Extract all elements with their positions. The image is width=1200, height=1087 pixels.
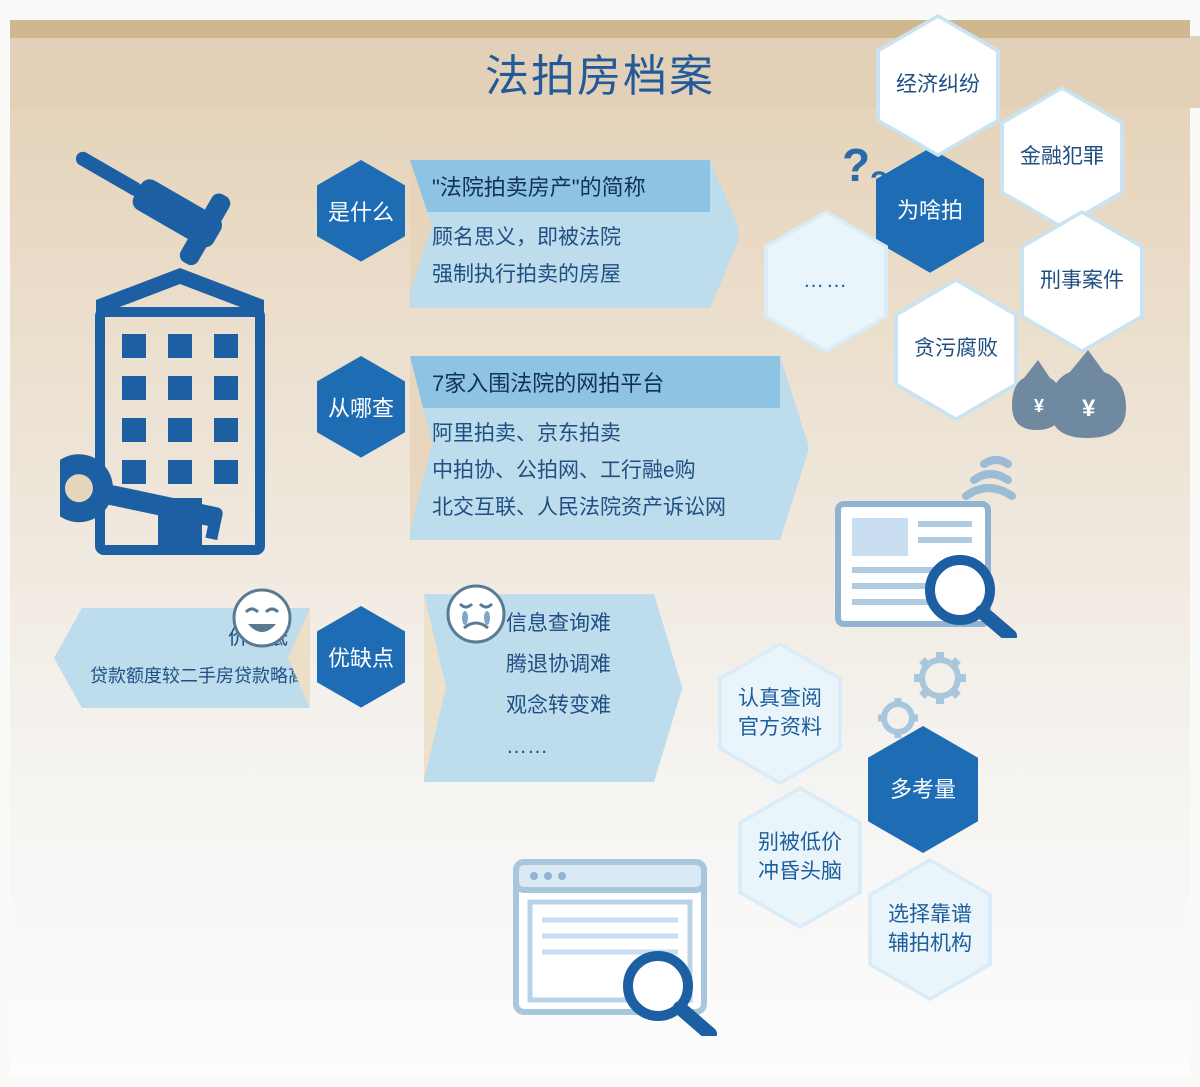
hex-consider-label: 多考量	[890, 775, 956, 805]
arrow-where: 7家入围法院的网拍平台 阿里拍卖、京东拍卖 中拍协、公拍网、工行融e购 北交互联…	[410, 356, 780, 540]
con-line-2: 腾退协调难	[506, 645, 632, 686]
svg-text:¥: ¥	[1082, 395, 1096, 422]
money-bags-icon: ¥ ¥	[1004, 350, 1134, 440]
crying-face-icon	[446, 584, 506, 644]
arrow-what: "法院拍卖房产"的简称 顾名思义，即被法院 强制执行拍卖的房屋	[410, 160, 710, 308]
arrow-where-header: 7家入围法院的网拍平台	[410, 356, 780, 408]
hex-why-item-4: 贪污腐败	[894, 278, 1018, 421]
hex-why-item-3: 刑事案件	[1020, 210, 1144, 353]
newspaper-search-icon	[826, 448, 1026, 638]
hex-why-item-2: 金融犯罪	[1000, 86, 1124, 229]
con-line-4: ……	[506, 727, 632, 768]
arrow-where-body: 阿里拍卖、京东拍卖 中拍协、公拍网、工行融e购 北交互联、人民法院资产诉讼网	[432, 416, 758, 526]
hex-why-item-5: ……	[764, 210, 888, 353]
hex-where-label: 从哪查	[328, 391, 394, 423]
arrow-what-body: 顾名思义，即被法院 强制执行拍卖的房屋	[432, 220, 688, 294]
hex-where: 从哪查	[317, 356, 405, 458]
arrow-what-header: "法院拍卖房产"的简称	[410, 160, 710, 212]
svg-text:¥: ¥	[1034, 396, 1044, 416]
con-line-3: 观念转变难	[506, 686, 632, 727]
hex-proscons: 优缺点	[317, 606, 405, 708]
con-line-1: 信息查询难	[506, 604, 632, 645]
hex-why: 为啥拍	[876, 148, 984, 273]
hex-consider-item-3: 选择靠谱 辅拍机构	[868, 858, 992, 1001]
gears-icon	[862, 648, 982, 748]
hex-what: 是什么	[317, 160, 405, 262]
hex-what-label: 是什么	[328, 195, 394, 227]
browser-search-icon	[508, 846, 728, 1036]
hex-consider-item-1: 认真查阅 官方资料	[718, 642, 842, 785]
hex-proscons-label: 优缺点	[328, 641, 394, 673]
hex-why-item-1: 经济纠纷	[876, 14, 1000, 157]
hex-consider-item-2: 别被低价 冲昏头脑	[738, 786, 862, 929]
hex-why-label: 为啥拍	[897, 196, 963, 226]
header-band-accent	[10, 20, 1190, 38]
question-mark-icon: ?	[842, 138, 870, 192]
pro-line-2: 贷款额度较二手房贷款略高	[90, 658, 288, 694]
building-key-gavel-icon	[60, 150, 300, 580]
happy-face-icon	[232, 588, 292, 648]
